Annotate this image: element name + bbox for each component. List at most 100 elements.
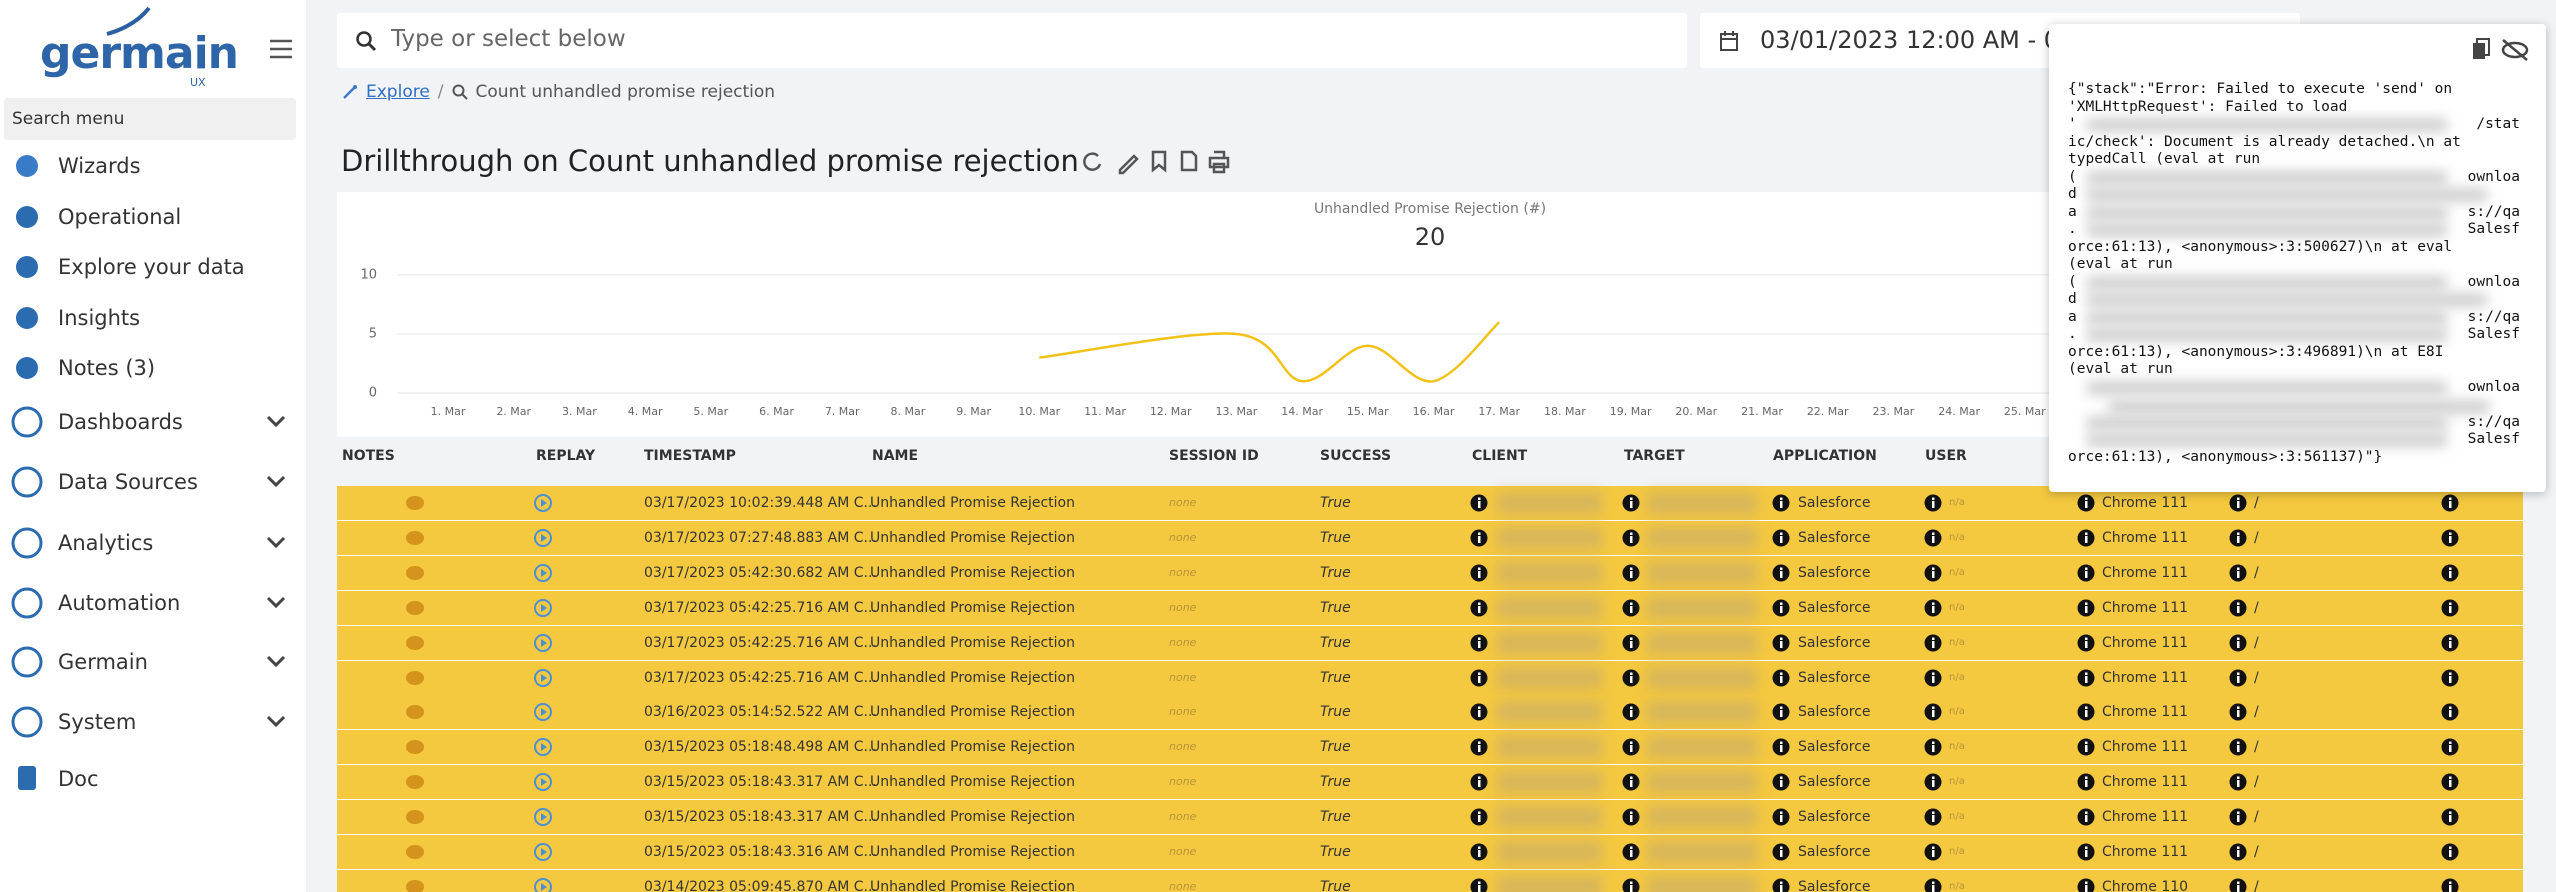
info-icon[interactable] <box>1923 633 1943 653</box>
info-icon[interactable] <box>2440 737 2460 757</box>
menu-item[interactable]: System <box>10 702 300 742</box>
info-icon[interactable] <box>1771 702 1791 722</box>
info-icon[interactable] <box>2440 877 2460 892</box>
info-icon[interactable] <box>1621 842 1641 862</box>
info-icon[interactable] <box>1923 877 1943 892</box>
info-icon[interactable] <box>1621 598 1641 618</box>
info-icon[interactable] <box>1469 772 1489 792</box>
note-icon[interactable] <box>405 668 425 688</box>
replay-icon[interactable] <box>533 737 553 757</box>
info-icon[interactable] <box>2440 772 2460 792</box>
info-icon[interactable] <box>2228 598 2248 618</box>
info-icon[interactable] <box>1923 598 1943 618</box>
info-icon[interactable] <box>1771 842 1791 862</box>
info-icon[interactable] <box>2440 633 2460 653</box>
menu-item[interactable]: Doc <box>10 759 300 799</box>
info-icon[interactable] <box>2076 737 2096 757</box>
info-icon[interactable] <box>1621 493 1641 513</box>
info-icon[interactable] <box>1923 772 1943 792</box>
replay-icon[interactable] <box>533 668 553 688</box>
info-icon[interactable] <box>2076 528 2096 548</box>
menu-item[interactable]: Germain <box>10 642 300 682</box>
print-icon[interactable] <box>1208 150 1230 174</box>
info-icon[interactable] <box>2440 493 2460 513</box>
edit-icon[interactable] <box>1118 154 1139 175</box>
info-icon[interactable] <box>1923 842 1943 862</box>
replay-icon[interactable] <box>533 598 553 618</box>
info-icon[interactable] <box>1771 633 1791 653</box>
column-header[interactable]: USER <box>1925 448 1967 464</box>
info-icon[interactable] <box>2228 493 2248 513</box>
menu-item[interactable]: Data Sources <box>10 462 300 502</box>
info-icon[interactable] <box>1771 772 1791 792</box>
info-icon[interactable] <box>1923 528 1943 548</box>
menu-item[interactable]: Wizards <box>10 146 300 186</box>
note-icon[interactable] <box>405 772 425 792</box>
info-icon[interactable] <box>1621 668 1641 688</box>
search-bar[interactable]: Type or select below <box>337 13 1687 68</box>
menu-item[interactable]: Operational <box>10 197 300 237</box>
menu-item[interactable]: Explore your data <box>10 247 300 287</box>
info-icon[interactable] <box>1469 807 1489 827</box>
refresh-icon[interactable] <box>1083 152 1102 171</box>
info-icon[interactable] <box>2076 702 2096 722</box>
column-header[interactable]: TARGET <box>1624 448 1685 464</box>
replay-icon[interactable] <box>533 807 553 827</box>
breadcrumb-link[interactable]: Explore <box>366 82 430 102</box>
info-icon[interactable] <box>2228 668 2248 688</box>
menu-item[interactable]: Automation <box>10 583 300 623</box>
info-icon[interactable] <box>2440 842 2460 862</box>
info-icon[interactable] <box>1469 737 1489 757</box>
info-icon[interactable] <box>2076 842 2096 862</box>
info-icon[interactable] <box>2076 633 2096 653</box>
info-icon[interactable] <box>2076 772 2096 792</box>
note-icon[interactable] <box>405 528 425 548</box>
info-icon[interactable] <box>2440 807 2460 827</box>
menu-search[interactable]: Search menu <box>4 98 296 140</box>
info-icon[interactable] <box>2228 772 2248 792</box>
info-icon[interactable] <box>1469 877 1489 892</box>
info-icon[interactable] <box>1469 563 1489 583</box>
note-icon[interactable] <box>405 598 425 618</box>
menu-item[interactable]: Dashboards <box>10 402 300 442</box>
info-icon[interactable] <box>2440 563 2460 583</box>
info-icon[interactable] <box>2228 737 2248 757</box>
replay-icon[interactable] <box>533 702 553 722</box>
info-icon[interactable] <box>1621 563 1641 583</box>
info-icon[interactable] <box>1771 668 1791 688</box>
info-icon[interactable] <box>2076 563 2096 583</box>
bookmark-icon[interactable] <box>1151 150 1167 173</box>
info-icon[interactable] <box>2228 528 2248 548</box>
info-icon[interactable] <box>1469 633 1489 653</box>
info-icon[interactable] <box>1771 528 1791 548</box>
note-icon[interactable] <box>405 493 425 513</box>
info-icon[interactable] <box>2228 702 2248 722</box>
info-icon[interactable] <box>1923 668 1943 688</box>
info-icon[interactable] <box>1771 877 1791 892</box>
column-header[interactable]: NOTES <box>342 448 395 464</box>
menu-item[interactable]: Analytics <box>10 523 300 563</box>
column-header[interactable]: APPLICATION <box>1773 448 1877 464</box>
note-icon[interactable] <box>405 737 425 757</box>
info-icon[interactable] <box>2440 702 2460 722</box>
menu-item[interactable]: Insights <box>10 298 300 338</box>
export-icon[interactable] <box>1180 150 1198 172</box>
info-icon[interactable] <box>1621 528 1641 548</box>
info-icon[interactable] <box>2228 563 2248 583</box>
column-header[interactable]: REPLAY <box>536 448 596 464</box>
note-icon[interactable] <box>405 842 425 862</box>
info-icon[interactable] <box>1923 737 1943 757</box>
info-icon[interactable] <box>2228 877 2248 892</box>
info-icon[interactable] <box>2228 842 2248 862</box>
info-icon[interactable] <box>2440 528 2460 548</box>
info-icon[interactable] <box>1469 528 1489 548</box>
replay-icon[interactable] <box>533 493 553 513</box>
info-icon[interactable] <box>1771 807 1791 827</box>
info-icon[interactable] <box>1771 737 1791 757</box>
info-icon[interactable] <box>1621 633 1641 653</box>
info-icon[interactable] <box>1771 598 1791 618</box>
info-icon[interactable] <box>1923 493 1943 513</box>
column-header[interactable]: SESSION ID <box>1169 448 1259 464</box>
column-header[interactable]: CLIENT <box>1472 448 1528 464</box>
menu-item[interactable]: Notes (3) <box>10 348 300 388</box>
